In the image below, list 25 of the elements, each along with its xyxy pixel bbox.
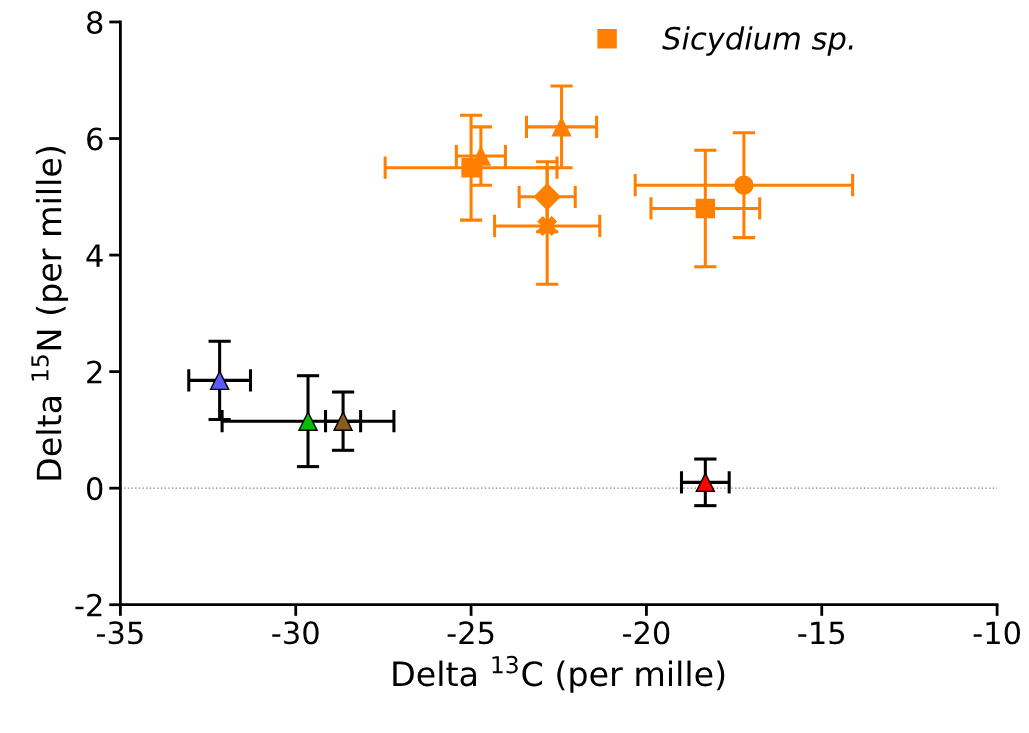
legend-label: Sicydium sp. bbox=[662, 26, 853, 56]
point bbox=[333, 411, 353, 431]
y-tick-label: 0 bbox=[86, 477, 103, 501]
y-axis-title: Delta $^{15}$N (per mille) bbox=[31, 147, 69, 480]
x-tick-label: -10 bbox=[973, 621, 1021, 645]
y-tick-label: 8 bbox=[87, 10, 103, 35]
point bbox=[695, 472, 716, 493]
x-tick-label: -25 bbox=[447, 621, 494, 645]
y-tick-label: 2 bbox=[87, 360, 102, 384]
point bbox=[551, 117, 572, 137]
point bbox=[734, 175, 754, 195]
x-tick-label: -35 bbox=[96, 621, 143, 645]
x-tick-label: -30 bbox=[272, 621, 319, 645]
x-tick-label: -15 bbox=[798, 621, 845, 645]
point bbox=[471, 146, 491, 166]
x-tick-label: -20 bbox=[622, 621, 670, 645]
point bbox=[298, 411, 318, 431]
y-tick-label: 6 bbox=[87, 127, 103, 151]
point bbox=[209, 370, 230, 391]
point bbox=[695, 198, 716, 219]
x-axis-title: Delta $^{13}$C (per mille) bbox=[393, 655, 725, 693]
point bbox=[537, 216, 557, 236]
y-tick-label: -2 bbox=[75, 593, 102, 617]
y-tick-label: 4 bbox=[86, 244, 103, 267]
point bbox=[533, 183, 561, 211]
